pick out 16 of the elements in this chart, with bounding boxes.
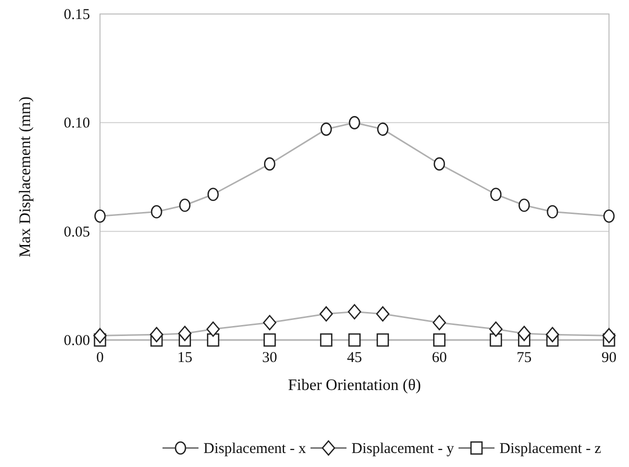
y-tick-label: 0.05 (64, 224, 90, 240)
y-tick-label: 0.00 (64, 333, 90, 349)
legend-label: Displacement - z (500, 441, 602, 457)
x-tick-label: 90 (602, 350, 616, 366)
x-tick-label: 60 (432, 350, 447, 366)
x-tick-label: 45 (347, 350, 362, 366)
x-tick-label: 30 (262, 350, 278, 366)
x-tick-label: 15 (177, 350, 192, 366)
legend-label: Displacement - y (352, 441, 454, 457)
x-tick-label: 0 (96, 350, 104, 366)
y-tick-label: 0.15 (64, 7, 90, 23)
y-tick-label: 0.10 (64, 116, 90, 132)
x-tick-label: 75 (516, 350, 532, 366)
x-axis-title: Fiber Orientation (θ) (288, 377, 421, 394)
legend-label: Displacement - x (204, 441, 306, 457)
y-axis-title: Max Displacement (mm) (17, 96, 34, 258)
